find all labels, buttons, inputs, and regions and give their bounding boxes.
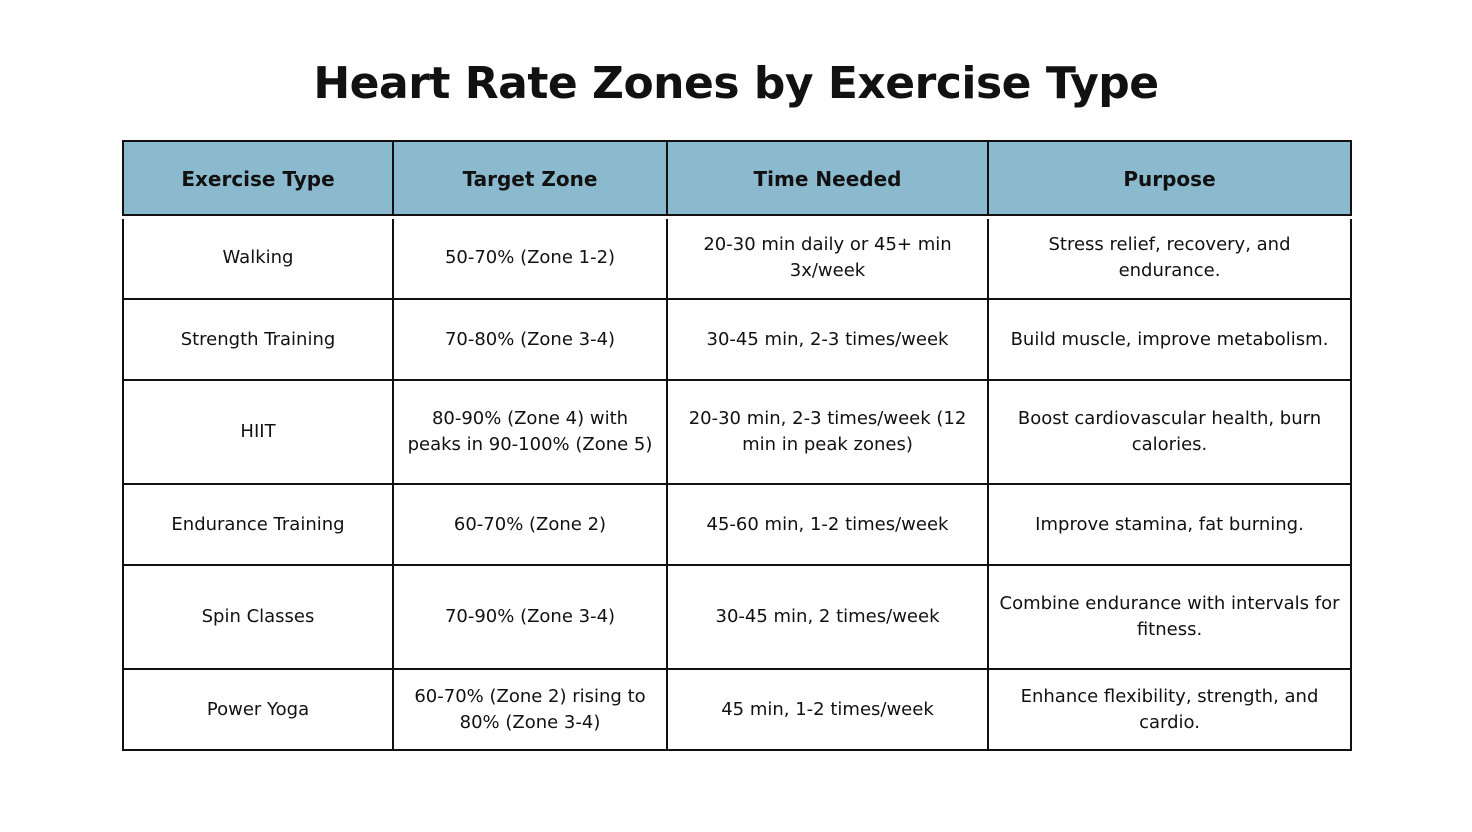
cell-time-needed: 20-30 min, 2-3 times/week (12 min in pea… (666, 379, 989, 485)
table-row: Power Yoga 60-70% (Zone 2) rising to 80%… (122, 668, 1352, 751)
heart-rate-zones-table: Exercise Type Target Zone Time Needed Pu… (122, 140, 1352, 751)
cell-purpose: Combine endurance with intervals for fit… (987, 564, 1352, 670)
cell-exercise-type: Power Yoga (122, 668, 394, 751)
cell-time-needed: 30-45 min, 2-3 times/week (666, 298, 989, 381)
cell-time-needed: 45 min, 1-2 times/week (666, 668, 989, 751)
cell-exercise-type: Walking (122, 216, 394, 300)
cell-exercise-type: Strength Training (122, 298, 394, 381)
cell-time-needed: 30-45 min, 2 times/week (666, 564, 989, 670)
cell-target-zone: 70-80% (Zone 3-4) (392, 298, 668, 381)
table-row: Strength Training 70-80% (Zone 3-4) 30-4… (122, 298, 1352, 381)
table-header-row: Exercise Type Target Zone Time Needed Pu… (122, 140, 1352, 219)
table-row: Walking 50-70% (Zone 1-2) 20-30 min dail… (122, 216, 1352, 300)
cell-purpose: Improve stamina, fat burning. (987, 483, 1352, 566)
column-header-target-zone: Target Zone (392, 140, 668, 219)
cell-purpose: Build muscle, improve metabolism. (987, 298, 1352, 381)
cell-purpose: Boost cardiovascular health, burn calori… (987, 379, 1352, 485)
page-title: Heart Rate Zones by Exercise Type (313, 58, 1159, 109)
cell-exercise-type: HIIT (122, 379, 394, 485)
column-header-purpose: Purpose (987, 140, 1352, 219)
column-header-exercise-type: Exercise Type (122, 140, 394, 219)
column-header-time-needed: Time Needed (666, 140, 989, 219)
cell-target-zone: 60-70% (Zone 2) rising to 80% (Zone 3-4) (392, 668, 668, 751)
cell-exercise-type: Spin Classes (122, 564, 394, 670)
cell-purpose: Enhance flexibility, strength, and cardi… (987, 668, 1352, 751)
cell-time-needed: 20-30 min daily or 45+ min 3x/week (666, 216, 989, 300)
cell-target-zone: 50-70% (Zone 1-2) (392, 216, 668, 300)
table-row: Spin Classes 70-90% (Zone 3-4) 30-45 min… (122, 564, 1352, 670)
table-row: HIIT 80-90% (Zone 4) with peaks in 90-10… (122, 379, 1352, 485)
table-row: Endurance Training 60-70% (Zone 2) 45-60… (122, 483, 1352, 566)
cell-purpose: Stress relief, recovery, and endurance. (987, 216, 1352, 300)
cell-time-needed: 45-60 min, 1-2 times/week (666, 483, 989, 566)
cell-target-zone: 60-70% (Zone 2) (392, 483, 668, 566)
cell-target-zone: 70-90% (Zone 3-4) (392, 564, 668, 670)
cell-exercise-type: Endurance Training (122, 483, 394, 566)
cell-target-zone: 80-90% (Zone 4) with peaks in 90-100% (Z… (392, 379, 668, 485)
